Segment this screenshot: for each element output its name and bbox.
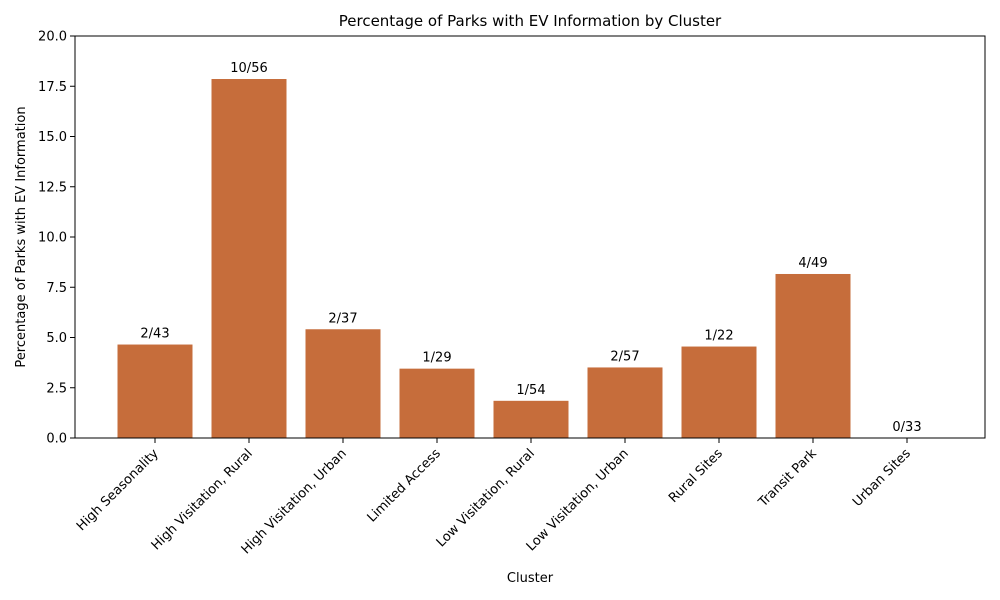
y-tick-label: 5.0 (46, 331, 67, 346)
y-tick-label: 20.0 (38, 30, 67, 45)
y-tick-label: 17.5 (38, 80, 67, 95)
bar (305, 329, 381, 438)
bar (493, 400, 569, 438)
y-tick-label: 2.5 (46, 381, 67, 396)
y-tick-label: 10.0 (38, 231, 67, 246)
bar-data-label: 2/57 (610, 349, 639, 364)
y-tick-label: 15.0 (38, 130, 67, 145)
bar (681, 346, 757, 438)
x-tick-label: Low Visitation, Urban (524, 446, 632, 554)
bar-data-label: 2/43 (140, 327, 169, 342)
y-axis-title: Percentage of Parks with EV Information (14, 106, 29, 367)
bar-data-label: 10/56 (230, 61, 267, 76)
bar (587, 367, 663, 438)
plot-frame (74, 35, 986, 439)
x-tick-label: Limited Access (365, 446, 444, 525)
bar-data-label: 0/33 (892, 420, 921, 435)
bars-group: 2/43 10/56 2/37 1/29 1/54 2/57 1/22 4/49 0/33 (117, 61, 922, 438)
y-tick-label: 12.5 (38, 180, 67, 195)
bar-data-label: 2/37 (328, 311, 357, 326)
x-tick-label: High Visitation, Rural (149, 446, 256, 553)
bar (117, 344, 193, 438)
x-tick-label: High Visitation, Urban (239, 446, 350, 557)
y-tick-label: 0.0 (46, 432, 67, 447)
bar-data-label: 1/22 (704, 329, 733, 344)
bar-data-label: 1/54 (516, 383, 545, 398)
bar (211, 79, 287, 438)
bar-data-label: 4/49 (798, 256, 827, 271)
y-tick-label: 7.5 (46, 281, 67, 296)
x-axis-title: Cluster (507, 571, 554, 586)
bar-data-label: 1/29 (422, 351, 451, 366)
x-tick-label: Urban Sites (850, 446, 914, 510)
bar (775, 273, 851, 438)
bar (399, 368, 475, 438)
x-tick-label: Transit Park (755, 446, 820, 511)
x-tick-label: High Seasonality (74, 446, 162, 534)
x-tick-label: Low Visitation, Rural (434, 446, 538, 550)
x-tick-label: Rural Sites (666, 446, 726, 506)
y-axis: 0.0 2.5 5.0 7.5 10.0 12.5 15.0 17.5 20.0 (38, 30, 75, 447)
chart-title: Percentage of Parks with EV Information … (339, 12, 722, 30)
